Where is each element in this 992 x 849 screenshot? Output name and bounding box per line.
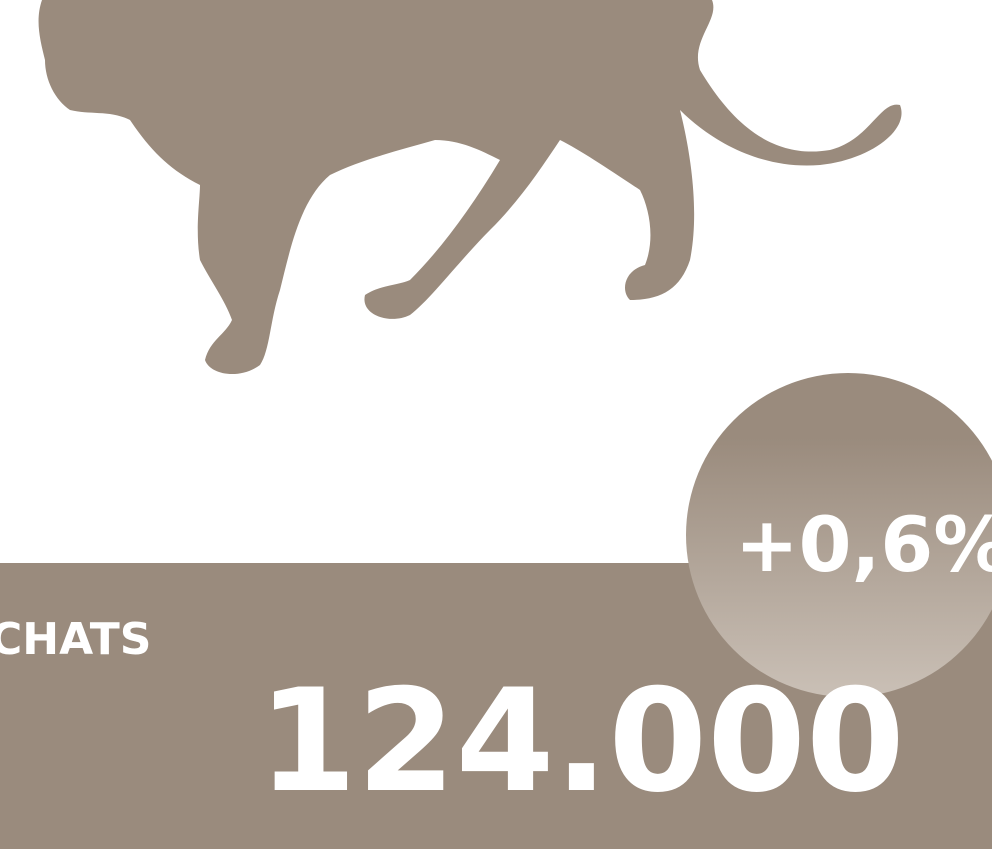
change-badge bbox=[686, 373, 992, 697]
value: 124.000 bbox=[258, 659, 905, 824]
label: CHATS bbox=[0, 614, 151, 665]
cat-silhouette bbox=[38, 0, 902, 375]
change: +0,6% bbox=[735, 500, 992, 589]
